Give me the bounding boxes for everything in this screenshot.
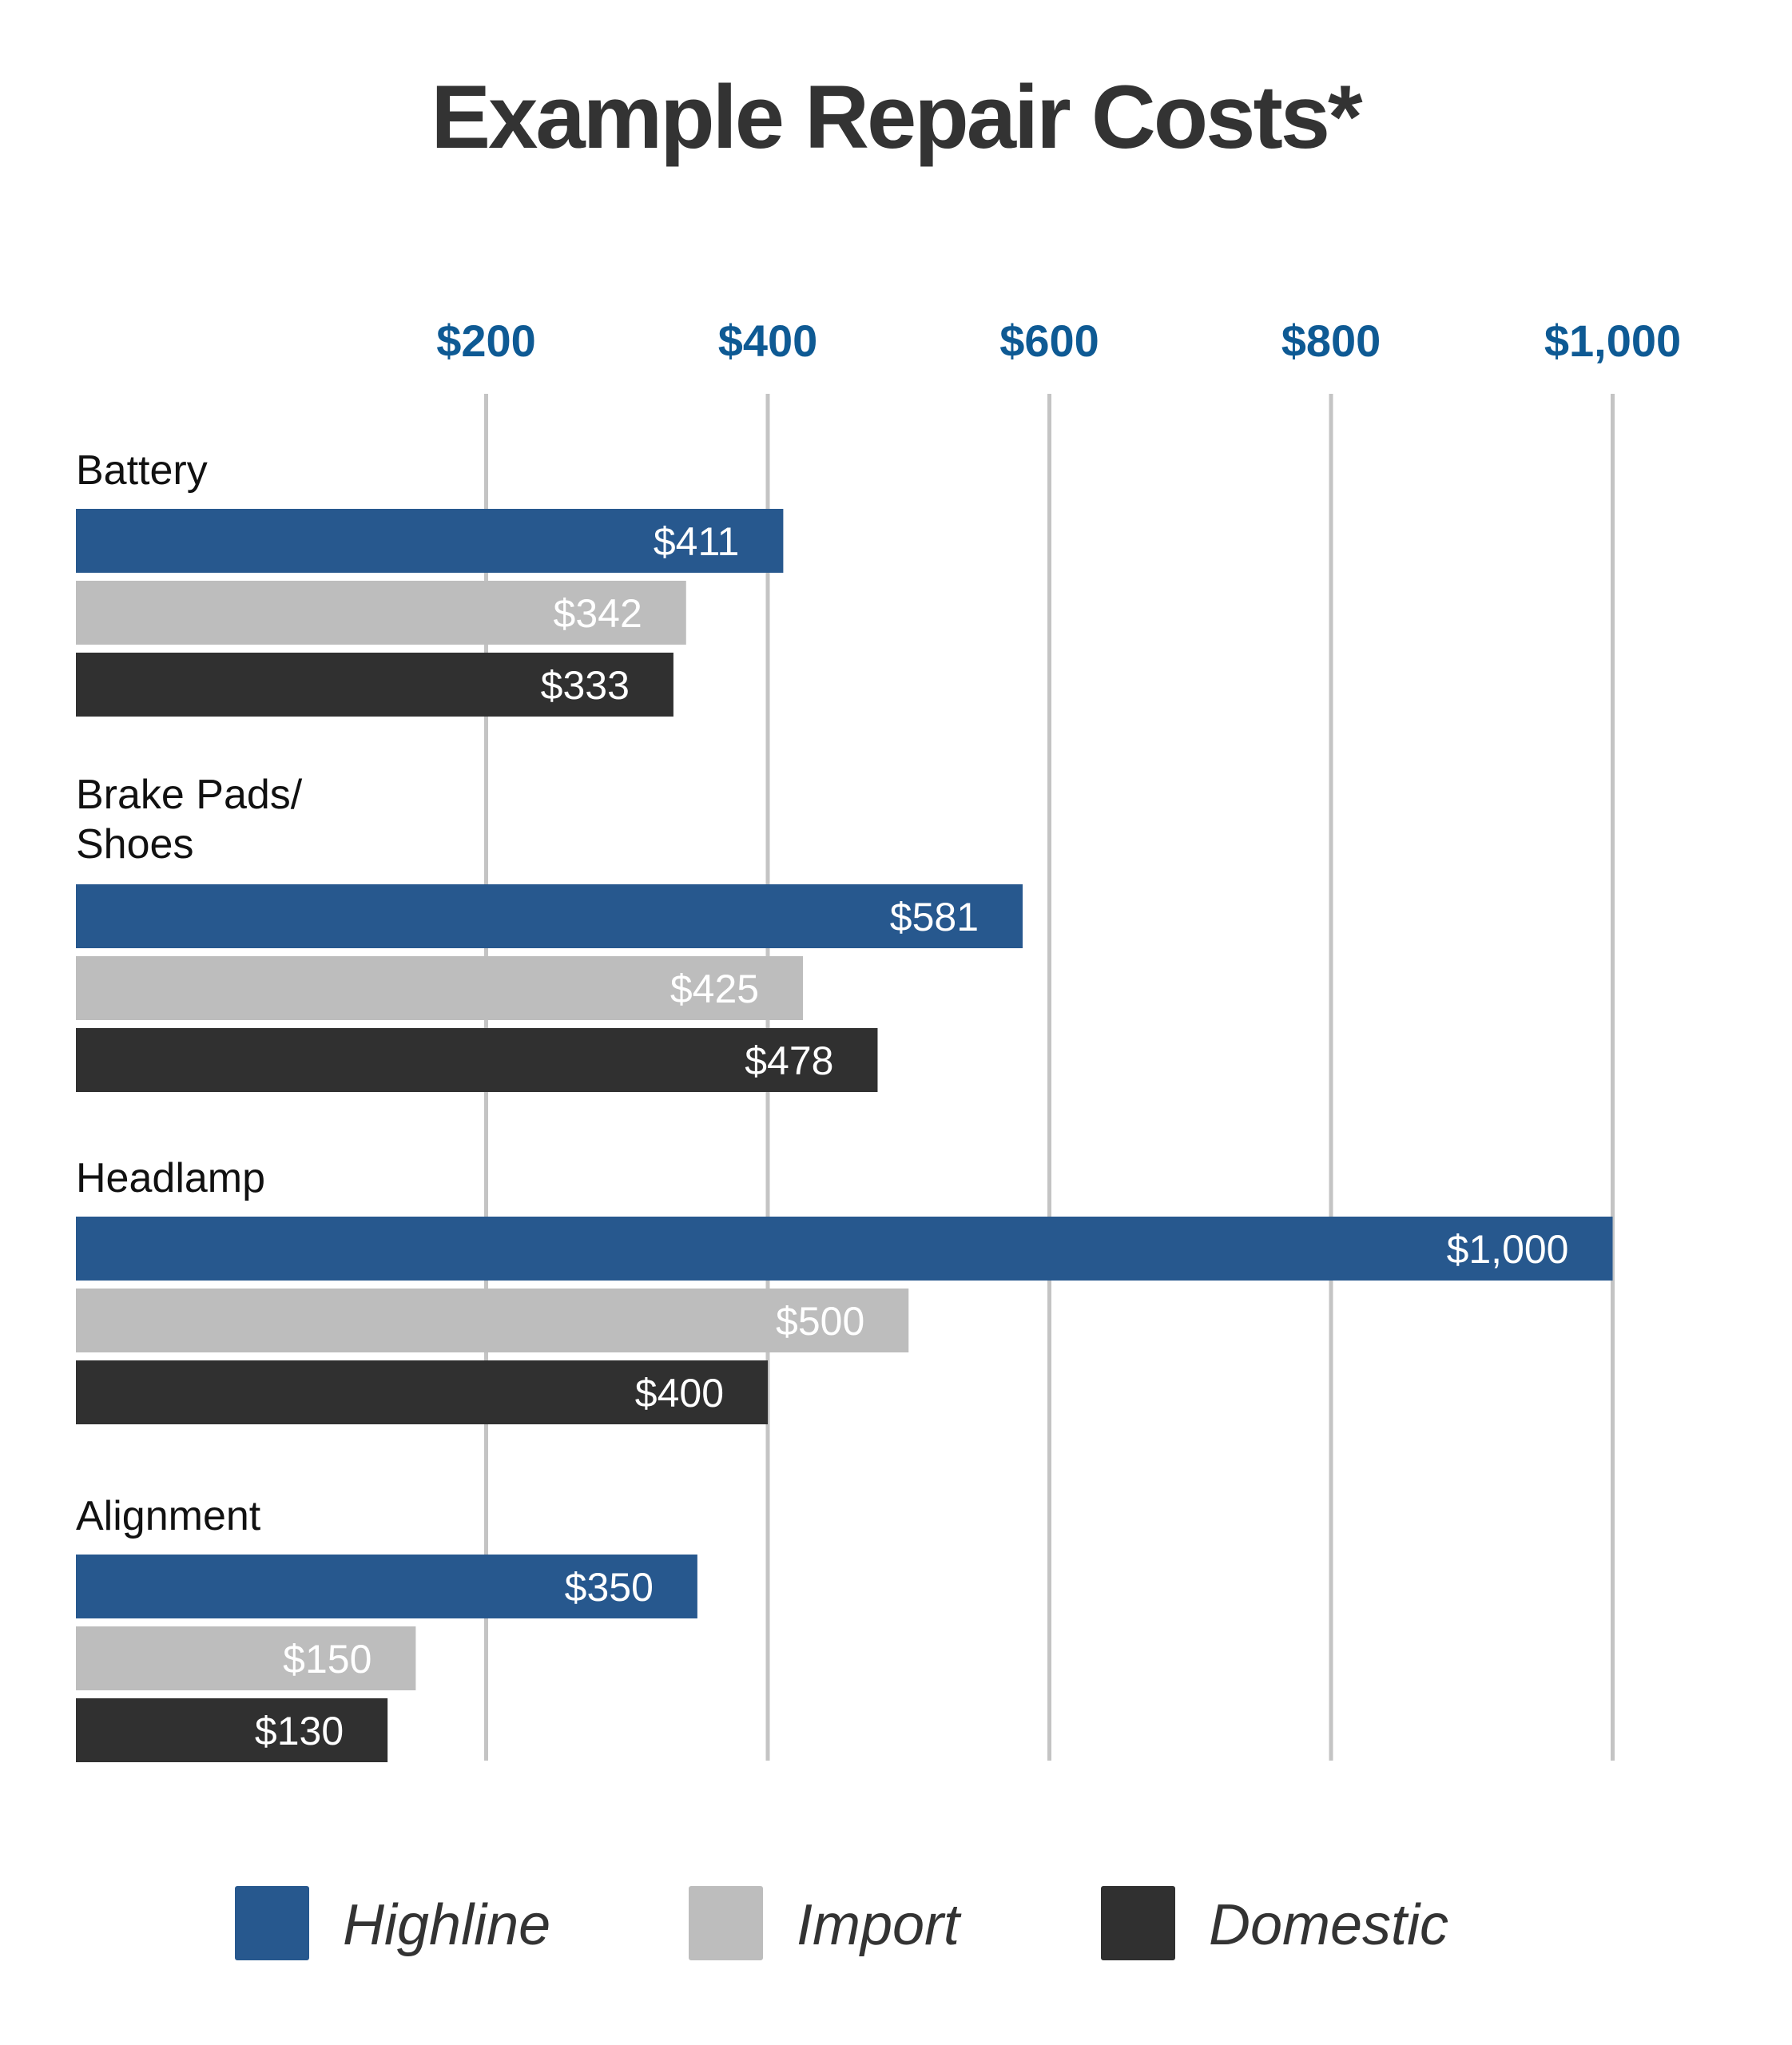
bar-highline bbox=[76, 1217, 1613, 1281]
category-group: Headlamp $1,000 $500 $400 bbox=[76, 1155, 1613, 1424]
legend-swatch bbox=[235, 1886, 309, 1960]
bar-import bbox=[76, 956, 804, 1020]
legend-label: Highline bbox=[343, 1893, 550, 1957]
tick-label: $800 bbox=[1281, 316, 1381, 366]
bar-import bbox=[76, 1289, 909, 1352]
category-group: Brake Pads/Shoes $581 $425 $478 bbox=[76, 772, 1023, 1092]
data-label: $130 bbox=[255, 1709, 344, 1753]
tick-label: $200 bbox=[436, 316, 536, 366]
data-label: $150 bbox=[283, 1637, 372, 1682]
data-label: $478 bbox=[745, 1038, 833, 1083]
x-axis-ticks: $200 $400 $600 $800 $1,000 bbox=[436, 316, 1681, 366]
legend-item-highline: Highline bbox=[235, 1886, 550, 1960]
gridlines bbox=[484, 394, 1615, 1761]
legend: Highline Import Domestic bbox=[235, 1886, 1448, 1960]
tick-label: $400 bbox=[718, 316, 818, 366]
legend-swatch bbox=[689, 1886, 763, 1960]
bar-highline bbox=[76, 509, 784, 573]
bar-highline bbox=[76, 1555, 697, 1618]
category-group: Battery $411 $342 $333 bbox=[76, 447, 784, 717]
category-label: Brake Pads/ bbox=[76, 772, 303, 818]
data-label: $500 bbox=[776, 1299, 864, 1344]
legend-item-domestic: Domestic bbox=[1101, 1886, 1448, 1960]
bar-domestic bbox=[76, 653, 673, 717]
bar-highline bbox=[76, 884, 1023, 948]
data-label: $425 bbox=[670, 967, 759, 1011]
data-label: $333 bbox=[541, 663, 630, 708]
legend-swatch bbox=[1101, 1886, 1175, 1960]
legend-label: Domestic bbox=[1209, 1893, 1448, 1957]
bar-domestic bbox=[76, 1698, 388, 1762]
category-label: Battery bbox=[76, 447, 208, 494]
category-label: Headlamp bbox=[76, 1155, 265, 1201]
data-label: $1,000 bbox=[1447, 1227, 1569, 1272]
data-label: $581 bbox=[890, 895, 979, 939]
data-label: $400 bbox=[635, 1371, 724, 1416]
bars: Battery $411 $342 $333 Brake Pads/Shoes $581 $… bbox=[76, 447, 1613, 1762]
tick-label: $1,000 bbox=[1544, 316, 1681, 366]
bar-import bbox=[76, 581, 686, 645]
data-label: $411 bbox=[654, 519, 740, 564]
bar-domestic bbox=[76, 1360, 768, 1424]
chart-title: Example Repair Costs* bbox=[431, 67, 1363, 167]
legend-label: Import bbox=[797, 1893, 962, 1957]
data-label: $350 bbox=[565, 1565, 654, 1610]
data-label: $342 bbox=[554, 591, 642, 636]
legend-item-import: Import bbox=[689, 1886, 962, 1960]
bar-domestic bbox=[76, 1028, 878, 1092]
category-group: Alignment $350 $150 $130 bbox=[76, 1493, 697, 1762]
tick-label: $600 bbox=[999, 316, 1099, 366]
bar-import bbox=[76, 1626, 416, 1690]
category-label: Shoes bbox=[76, 821, 193, 868]
category-label: Alignment bbox=[76, 1493, 261, 1539]
